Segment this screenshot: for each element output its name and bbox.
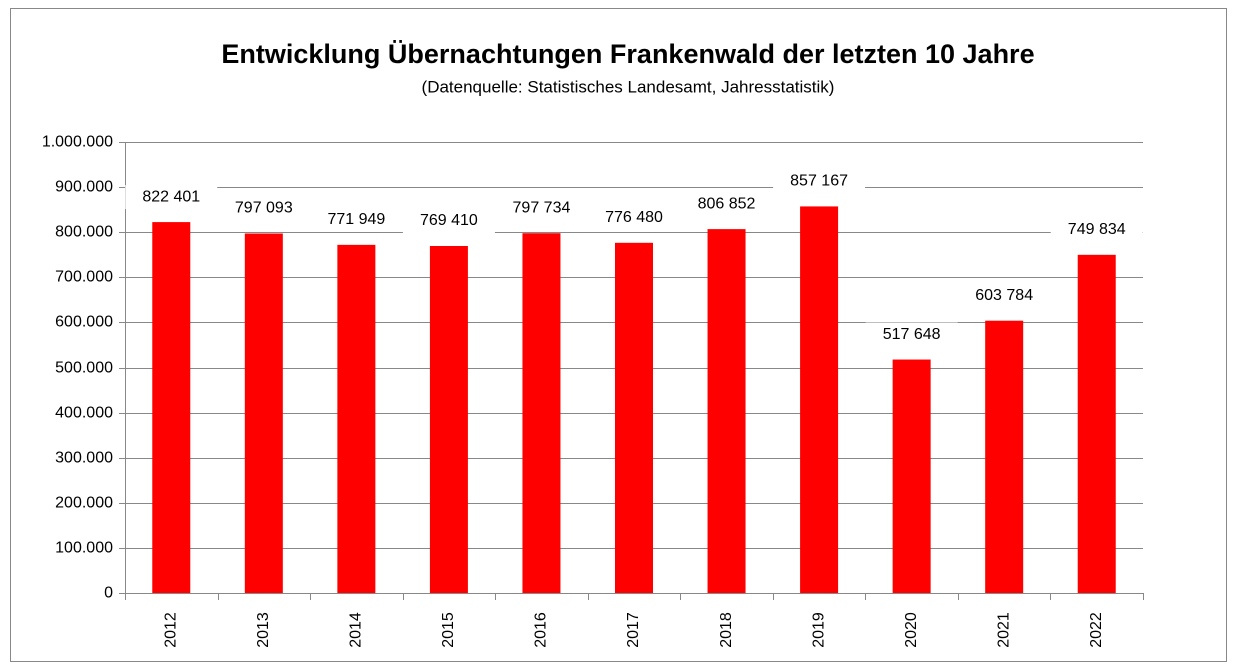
value-label-bg <box>958 283 1051 308</box>
value-label-bg <box>865 322 958 347</box>
y-tick-label: 100.000 <box>55 540 113 557</box>
bar <box>522 233 561 593</box>
x-tick-label: 2012 <box>162 612 179 648</box>
x-tick-label: 2021 <box>995 612 1012 648</box>
value-label-bg <box>217 196 310 221</box>
value-label: 517 648 <box>883 326 941 343</box>
y-tick-label: 600.000 <box>55 314 113 331</box>
y-tick-label: 400.000 <box>55 405 113 422</box>
y-tick-label: 0 <box>104 585 113 602</box>
value-label: 797 734 <box>513 199 571 216</box>
x-tick-label: 2018 <box>718 612 735 648</box>
chart-title: Entwicklung Übernachtungen Frankenwald d… <box>221 39 1034 69</box>
y-tick-label: 300.000 <box>55 450 113 467</box>
y-tick-label: 200.000 <box>55 495 113 512</box>
x-tick-label: 2016 <box>533 612 550 648</box>
value-label-bg <box>402 208 495 233</box>
x-tick-label: 2013 <box>255 612 272 648</box>
value-label: 749 834 <box>1068 221 1126 238</box>
value-label: 776 480 <box>605 209 663 226</box>
x-tick-label: 2019 <box>810 612 827 648</box>
value-label-bg <box>680 192 773 217</box>
y-tick-label: 900.000 <box>55 179 113 196</box>
value-label: 771 949 <box>327 211 385 228</box>
bar <box>800 206 839 594</box>
value-label: 797 093 <box>235 200 293 217</box>
bar <box>152 222 191 593</box>
value-label-bg <box>773 169 866 194</box>
value-label: 822 401 <box>142 188 200 205</box>
value-label: 769 410 <box>420 212 478 229</box>
x-tick-label: 2015 <box>440 612 457 648</box>
x-tick-label: 2017 <box>625 612 642 648</box>
value-label: 806 852 <box>698 195 756 212</box>
y-tick-label: 700.000 <box>55 269 113 286</box>
x-tick-label: 2020 <box>903 612 920 648</box>
x-tick-label: 2014 <box>348 612 365 648</box>
value-label: 857 167 <box>790 173 848 190</box>
bar <box>985 320 1024 593</box>
y-tick-label: 1.000.000 <box>42 134 113 151</box>
y-tick-label: 800.000 <box>55 224 113 241</box>
bar <box>429 245 468 593</box>
bar <box>1077 254 1116 593</box>
bar <box>337 244 376 593</box>
bar <box>615 242 653 593</box>
value-label-bg <box>588 205 680 230</box>
value-label-bg <box>1050 217 1143 242</box>
value-label-bg <box>495 196 588 221</box>
chart-subtitle: (Datenquelle: Statistisches Landesamt, J… <box>422 77 835 96</box>
x-tick-label: 2022 <box>1088 612 1105 648</box>
value-label-bg <box>125 185 218 210</box>
bar <box>707 229 746 593</box>
value-label-bg <box>310 207 403 232</box>
bar <box>892 359 931 593</box>
value-label: 603 784 <box>975 287 1033 304</box>
y-tick-label: 500.000 <box>55 360 113 377</box>
bar <box>244 233 283 594</box>
